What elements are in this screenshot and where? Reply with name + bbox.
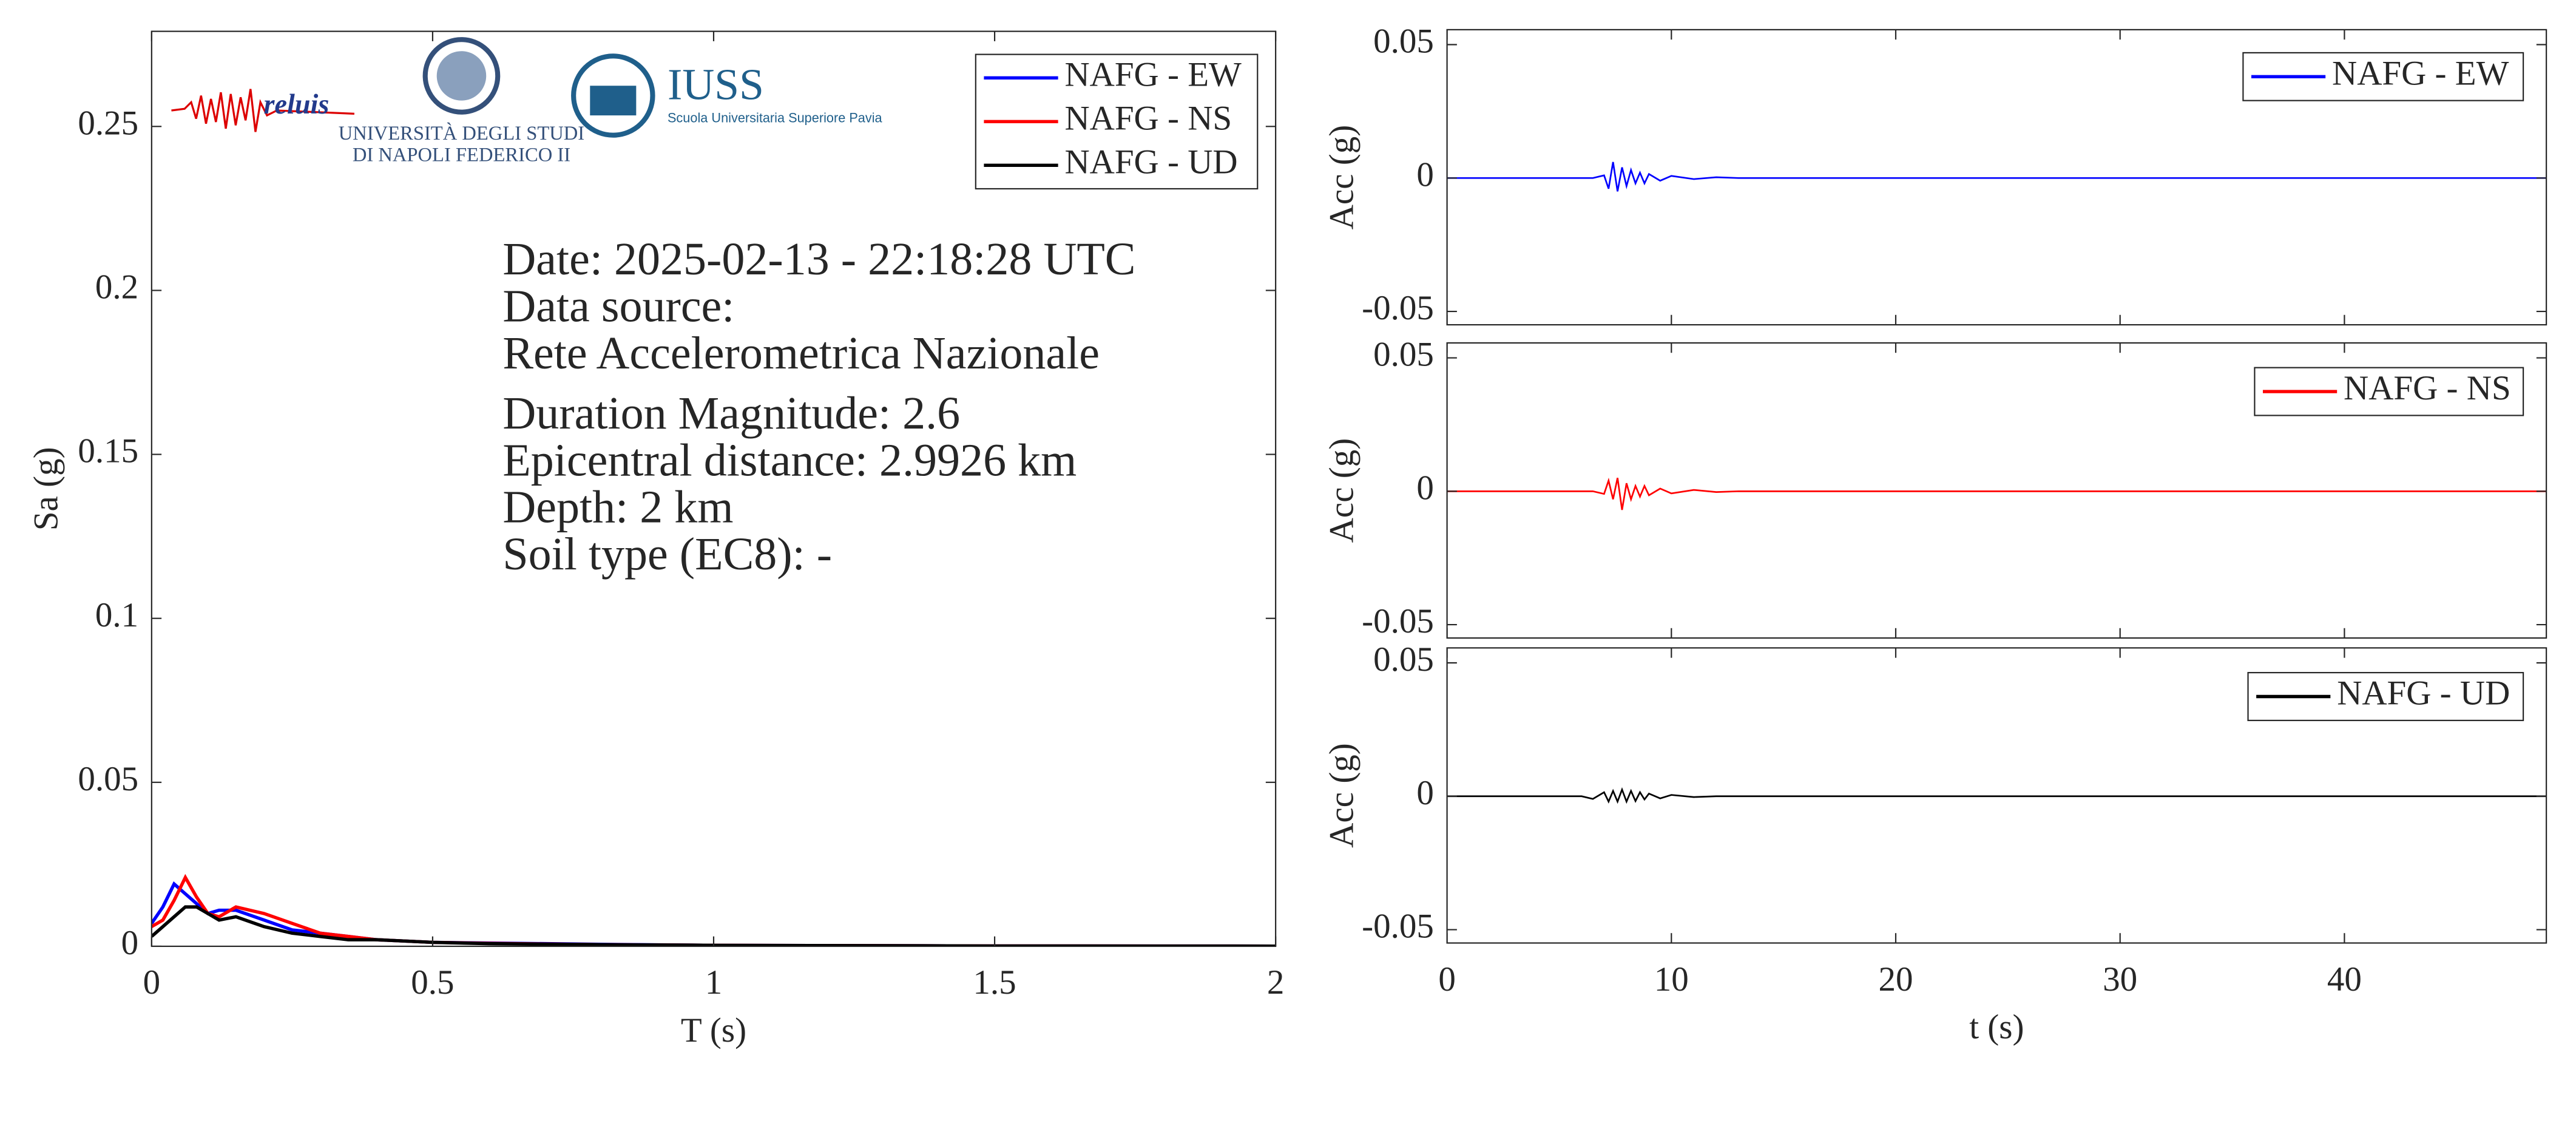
legend-label: NAFG - NS (1064, 99, 1232, 137)
y-tick-label: 0 (1416, 774, 1434, 812)
logo-building (590, 86, 637, 116)
legend-label: NAFG - UD (2337, 674, 2510, 713)
series-line (1447, 787, 2547, 804)
annotation: Epicentral distance: 2.9926 km (502, 435, 1077, 486)
x-tick-label: 1.5 (973, 963, 1016, 1002)
y-tick-label: 0.05 (1373, 640, 1434, 679)
axes-box (1446, 647, 2547, 944)
x-tick-label: 30 (2103, 960, 2137, 999)
y-tick-label: 0.25 (78, 104, 138, 142)
logo-seal (422, 37, 501, 115)
x-tick-label: 40 (2327, 960, 2362, 999)
annotation: Data source: (502, 280, 734, 331)
series-line (1447, 161, 2547, 192)
logo-ring (571, 53, 655, 138)
logo-text: UNIVERSITÀ DEGLI STUDI (339, 123, 584, 144)
annotation: Rete Accelerometrica Nazionale (502, 328, 1100, 379)
x-tick-label: 0 (1438, 960, 1456, 999)
y-tick-label: 0.05 (1373, 22, 1434, 61)
x-tick-label: 0.5 (411, 963, 454, 1002)
x-tick-label: 1 (705, 963, 723, 1002)
x-tick-label: 20 (1878, 960, 1913, 999)
annotation: Duration Magnitude: 2.6 (502, 388, 960, 439)
y-axis-label: Sa (g) (27, 447, 66, 531)
y-axis-label: Acc (g) (1322, 125, 1361, 230)
y-tick-label: 0.05 (1373, 336, 1434, 374)
y-axis-label: Acc (g) (1322, 438, 1361, 543)
y-axis-label: Acc (g) (1322, 743, 1361, 848)
legend-label: NAFG - EW (2332, 54, 2509, 92)
unina-logo: UNIVERSITÀ DEGLI STUDI DI NAPOLI FEDERIC… (339, 37, 584, 166)
y-tick-label: 0 (1416, 469, 1434, 507)
logo-text: Scuola Universitaria Superiore Pavia (668, 110, 883, 125)
logo-seal-inner (436, 51, 487, 101)
logo-text: DI NAPOLI FEDERICO II (353, 144, 570, 166)
logo-wave (171, 89, 354, 132)
series-line (1447, 477, 2547, 510)
x-tick-label: 10 (1654, 960, 1689, 999)
y-tick-label: -0.05 (1362, 907, 1434, 946)
y-tick-label: 0 (1416, 155, 1434, 194)
axes-box (1446, 29, 2547, 326)
legend-label: NAFG - NS (2344, 369, 2511, 407)
x-tick-label: 0 (143, 963, 161, 1002)
y-tick-label: 0.05 (78, 760, 138, 798)
y-tick-label: -0.05 (1362, 602, 1434, 640)
annotation: Soil type (EC8): - (502, 529, 832, 580)
x-axis-label: T (s) (681, 1011, 746, 1050)
y-tick-label: 0.2 (95, 268, 138, 307)
y-tick-label: -0.05 (1362, 289, 1434, 327)
y-tick-label: 0.15 (78, 432, 138, 470)
series-line (151, 905, 1276, 946)
x-tick-label: 2 (1267, 963, 1285, 1002)
logo-text: IUSS (668, 59, 764, 109)
iuss-logo: IUSS Scuola Universitaria Superiore Pavi… (571, 53, 883, 138)
legend-label: NAFG - EW (1064, 55, 1242, 93)
y-tick-label: 0.1 (95, 596, 138, 634)
logo-text: reluis (264, 89, 330, 120)
x-axis-label: t (s) (1969, 1008, 2024, 1046)
y-tick-label: 0 (121, 924, 139, 962)
axes-box (1446, 342, 2547, 639)
reluis-logo: reluis (171, 89, 354, 132)
annotation: Date: 2025-02-13 - 22:18:28 UTC (502, 234, 1135, 285)
annotation: Depth: 2 km (502, 482, 733, 533)
legend-label: NAFG - UD (1064, 143, 1237, 181)
